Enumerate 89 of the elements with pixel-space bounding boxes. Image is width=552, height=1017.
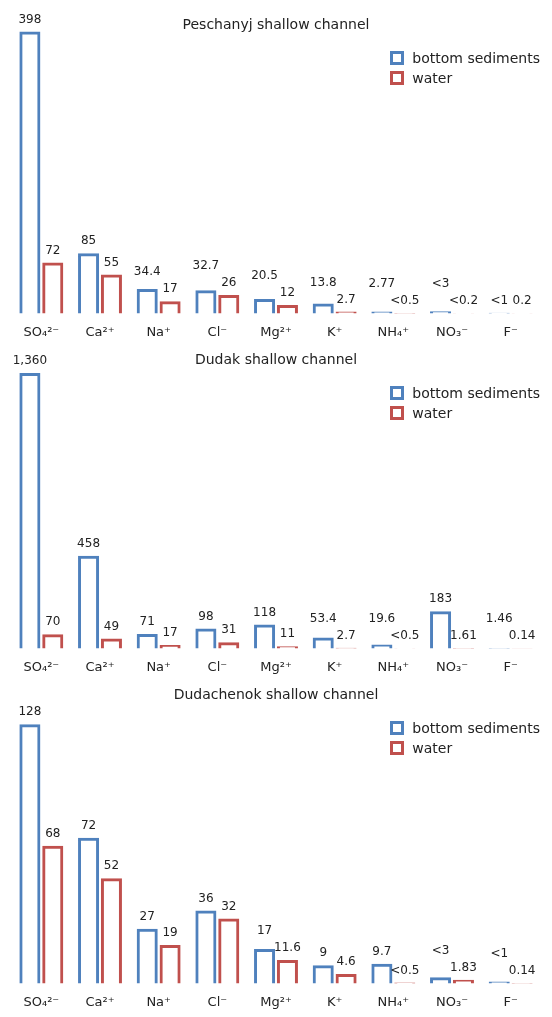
data-label: 2.7 xyxy=(336,291,356,306)
data-label: 98 xyxy=(198,608,214,623)
data-label: 26 xyxy=(221,275,237,290)
data-label: 19 xyxy=(162,925,178,940)
data-label: 1.46 xyxy=(485,611,513,626)
data-label: 1.61 xyxy=(450,628,477,643)
x-tick-label: SO₄²⁻ xyxy=(23,323,60,339)
data-label: <0.5 xyxy=(390,628,420,643)
data-label: 17 xyxy=(256,923,273,938)
x-tick-label: K⁺ xyxy=(326,323,343,339)
data-label: 27 xyxy=(139,908,155,923)
x-tick-label: NH₄⁺ xyxy=(377,993,410,1009)
x-tick-label: NH₄⁺ xyxy=(377,658,410,674)
x-tick-label: Na⁺ xyxy=(146,658,171,674)
data-label: <3 xyxy=(431,276,450,291)
data-label: <0.2 xyxy=(448,293,479,308)
legend-label: bottom sediments xyxy=(412,50,540,66)
x-tick-label: SO₄²⁻ xyxy=(23,993,60,1009)
data-label: 9 xyxy=(319,945,328,960)
data-label: 9.7 xyxy=(372,943,392,958)
data-label: 1.83 xyxy=(450,959,477,974)
chart-title: Dudak shallow channel xyxy=(194,351,358,367)
data-label: 2.77 xyxy=(368,276,396,291)
x-tick-label: Ca²⁺ xyxy=(85,993,115,1009)
x-tick-label: Mg²⁺ xyxy=(260,323,292,339)
x-tick-label: Na⁺ xyxy=(146,323,171,339)
data-label: 55 xyxy=(103,254,120,269)
data-label: 70 xyxy=(45,614,61,629)
legend-label: water xyxy=(412,740,453,756)
data-label: 19.6 xyxy=(368,611,396,626)
x-tick-label: Cl⁻ xyxy=(207,323,228,339)
x-tick-label: Cl⁻ xyxy=(207,658,228,674)
data-label: 17 xyxy=(162,625,178,640)
chart-title: Dudachenok shallow channel xyxy=(172,686,380,702)
x-tick-label: K⁺ xyxy=(326,993,343,1009)
data-label: 1,360 xyxy=(12,353,48,368)
x-tick-label: K⁺ xyxy=(326,658,343,674)
x-tick-label: Ca²⁺ xyxy=(85,658,115,674)
data-label: 71 xyxy=(139,614,155,629)
data-label: 458 xyxy=(77,535,101,550)
data-label: <0.5 xyxy=(390,293,420,308)
x-tick-label: NH₄⁺ xyxy=(377,323,410,339)
data-label: 11.6 xyxy=(274,940,301,955)
data-label: 31 xyxy=(221,622,237,637)
chart-title: Peschanyj shallow channel xyxy=(182,16,370,32)
data-label: 72 xyxy=(80,817,97,832)
x-tick-label: Mg²⁺ xyxy=(260,658,292,674)
data-label: 85 xyxy=(80,233,97,248)
x-tick-label: F⁻ xyxy=(503,323,518,339)
data-label: 128 xyxy=(18,704,42,719)
data-label: 32 xyxy=(221,898,237,913)
x-tick-label: Ca²⁺ xyxy=(85,323,115,339)
data-label: 2.7 xyxy=(336,627,356,642)
data-label: 17 xyxy=(162,281,178,296)
x-tick-label: F⁻ xyxy=(503,993,518,1009)
legend-label: bottom sediments xyxy=(412,720,540,736)
legend-label: bottom sediments xyxy=(412,385,540,401)
data-label: 52 xyxy=(103,858,120,873)
data-label: 36 xyxy=(198,890,214,905)
data-label: 0.2 xyxy=(512,293,532,308)
data-label: <3 xyxy=(431,942,450,957)
data-label: 53.4 xyxy=(309,610,337,625)
data-label: 20.5 xyxy=(251,268,278,283)
data-label: <1 xyxy=(490,946,509,961)
x-tick-label: SO₄²⁻ xyxy=(23,658,60,674)
x-tick-label: NO₃⁻ xyxy=(435,658,469,674)
x-tick-label: Na⁺ xyxy=(146,993,171,1009)
legend-label: water xyxy=(412,405,453,421)
data-label: 11 xyxy=(279,626,296,641)
x-tick-label: NO₃⁻ xyxy=(435,993,469,1009)
data-label: <1 xyxy=(490,292,509,307)
data-label: 68 xyxy=(45,825,61,840)
x-tick-label: Mg²⁺ xyxy=(260,993,292,1009)
legend-label: water xyxy=(412,70,453,86)
data-label: 0.14 xyxy=(508,628,536,643)
data-label: 32.7 xyxy=(192,258,220,273)
data-label: 12 xyxy=(279,285,296,300)
x-tick-label: NO₃⁻ xyxy=(435,323,469,339)
data-label: 183 xyxy=(429,591,453,606)
data-label: 4.6 xyxy=(336,954,356,969)
x-tick-label: Cl⁻ xyxy=(207,993,228,1009)
data-label: 118 xyxy=(253,604,277,619)
data-label: 72 xyxy=(45,242,61,257)
data-label: 34.4 xyxy=(133,264,161,279)
x-tick-label: F⁻ xyxy=(503,658,518,674)
data-label: 398 xyxy=(18,11,42,26)
data-label: 13.8 xyxy=(309,274,337,289)
data-label: 0.14 xyxy=(508,963,536,978)
data-label: 49 xyxy=(103,618,120,633)
